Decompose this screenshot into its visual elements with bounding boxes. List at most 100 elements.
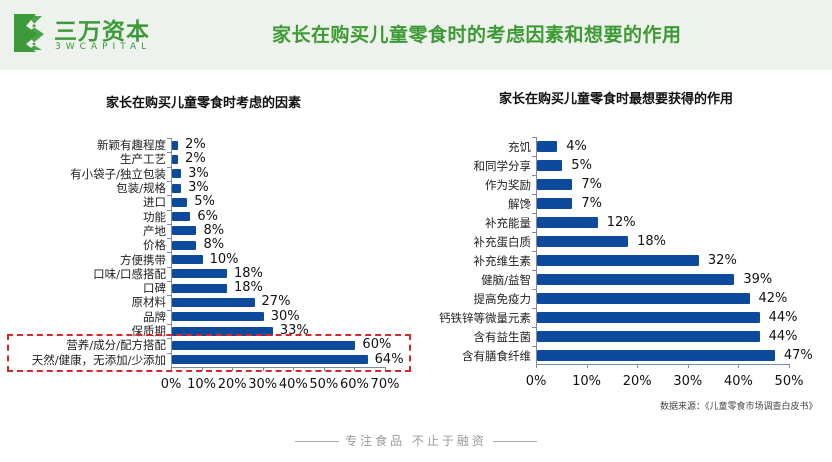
y-tick [167,195,171,197]
y-tick [532,308,536,309]
header-bar: 三万资本 3WCAPITAL 家长在购买儿童零食时的考虑因素和想要的作用 [0,0,832,70]
y-axis [171,138,172,367]
bar [172,212,191,222]
x-tick [687,364,689,368]
category-label: 健脑/益智 [481,272,531,287]
footer-slogan: 专注食品 不止于融资 [345,434,487,448]
x-tick [354,367,356,371]
x-tick [293,367,295,371]
category-label: 功能 [143,209,166,224]
bar [172,226,197,236]
value-label: 3% [188,165,209,181]
y-tick [532,251,536,252]
y-tick [167,138,171,139]
right-chart-title: 家长在购买儿童零食时最想要获得的作用 [499,92,734,107]
value-label: 44% [768,309,798,325]
category-label: 营养/成分/配方搭配 [66,338,166,353]
y-tick [167,238,171,240]
category-label: 原材料 [131,295,167,310]
y-tick [532,137,536,138]
category-label: 生产工艺 [120,152,166,167]
y-axis [536,137,537,364]
category-label: 品牌 [143,309,166,324]
value-label: 18% [234,280,263,296]
x-tick-label: 60% [339,377,369,392]
x-axis [536,364,789,365]
category-label: 和同学分享 [473,158,532,173]
x-tick-label: 10% [187,377,217,392]
value-label: 5% [194,194,215,210]
bar [537,312,760,323]
y-tick [167,180,171,182]
y-tick [532,346,536,347]
bar [172,269,228,279]
value-label: 64% [374,351,404,367]
x-tick [637,364,639,368]
value-label: 12% [606,214,636,230]
left-chart-title: 家长在购买儿童零食时考虑的因素 [106,96,302,111]
bar [172,240,197,250]
logo: 三万资本 3WCAPITAL [14,14,174,58]
bar [537,179,573,190]
bar [172,169,182,179]
value-label: 2% [185,137,206,153]
category-label: 产地 [143,223,166,238]
value-label: 30% [270,308,300,324]
category-label: 有小袋子/独立包装 [70,166,166,181]
x-tick-label: 40% [723,374,753,389]
value-label: 2% [185,151,206,167]
x-tick [323,367,325,371]
bar [172,255,203,265]
value-label: 27% [261,294,291,310]
x-tick [201,367,203,371]
y-tick [167,295,171,297]
x-tick [789,364,790,368]
x-tick [171,367,172,371]
category-label: 充饥 [508,139,531,154]
y-tick [532,232,536,233]
value-label: 60% [362,337,392,353]
x-tick-label: 50% [774,374,804,389]
page-title: 家长在购买儿童零食时的考虑因素和想要的作用 [272,24,682,46]
bar [537,350,775,361]
category-label: 补充维生素 [473,253,532,268]
bar [172,340,356,350]
y-tick [167,281,171,282]
value-label: 10% [209,251,239,267]
value-label: 42% [758,290,788,306]
x-axis [171,367,385,368]
value-label: 5% [571,157,592,173]
x-tick-label: 10% [572,374,602,389]
y-tick [532,175,536,176]
value-label: 8% [203,237,225,253]
y-tick [532,156,536,157]
bar [537,141,558,152]
category-label: 价格 [143,238,166,253]
value-label: 4% [566,138,587,154]
y-tick [167,166,171,168]
bar [172,154,179,164]
bar [172,197,188,207]
category-label: 补充蛋白质 [473,234,532,249]
bar [172,312,264,322]
value-label: 47% [783,347,813,363]
y-tick [532,194,536,195]
y-tick [167,309,171,311]
category-label: 含有膳食纤维 [462,348,531,363]
bar [172,140,179,150]
y-tick [167,152,171,154]
value-label: 6% [197,208,218,224]
category-label: 天然/健康，无添加/少添加 [31,352,166,367]
logo-text-cn: 三万资本 [54,19,150,45]
x-tick [262,367,264,371]
bar [172,283,228,293]
category-label: 口味/口感搭配 [93,266,166,281]
category-label: 作为奖励 [485,177,531,192]
bar [537,331,760,342]
x-tick [738,364,740,368]
x-tick-label: 0% [525,374,547,389]
x-tick-label: 70% [370,377,400,392]
category-label: 解馋 [508,196,531,211]
value-label: 39% [743,271,773,287]
x-tick-label: 30% [673,374,703,389]
